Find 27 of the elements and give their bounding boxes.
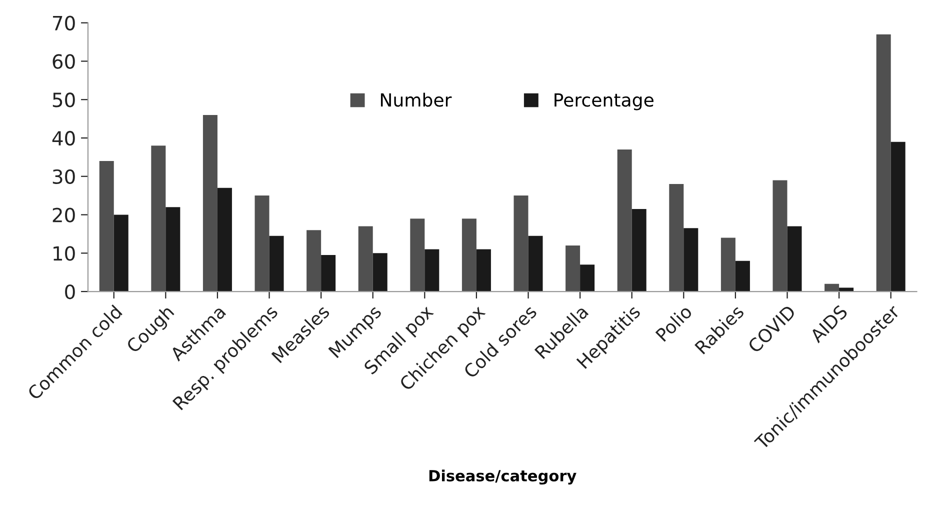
legend-label: Number xyxy=(380,92,452,107)
bar xyxy=(462,218,476,292)
bar xyxy=(617,149,632,292)
y-tick-label: 30 xyxy=(52,169,75,184)
bar xyxy=(514,196,528,292)
bar xyxy=(99,161,114,292)
x-axis-title: Disease/category xyxy=(429,470,576,485)
y-tick-label: 70 xyxy=(53,16,75,30)
bar xyxy=(410,218,425,292)
bar xyxy=(254,196,270,292)
bar xyxy=(202,114,218,292)
bar xyxy=(669,184,684,292)
y-tick-label: 10 xyxy=(54,246,75,261)
y-tick-label: 60 xyxy=(52,54,75,69)
y-tick-label: 0 xyxy=(65,284,75,300)
legend-label: Percentage xyxy=(554,93,654,110)
bar xyxy=(824,284,840,292)
y-tick-label: 50 xyxy=(52,92,75,108)
bar xyxy=(876,34,891,292)
bar xyxy=(772,180,788,292)
bar xyxy=(358,226,373,292)
y-tick-label: 20 xyxy=(52,208,75,222)
bar xyxy=(720,238,736,292)
bar xyxy=(566,245,580,292)
bar xyxy=(151,146,166,292)
y-tick-label: 40 xyxy=(52,130,75,146)
bar xyxy=(306,230,322,292)
